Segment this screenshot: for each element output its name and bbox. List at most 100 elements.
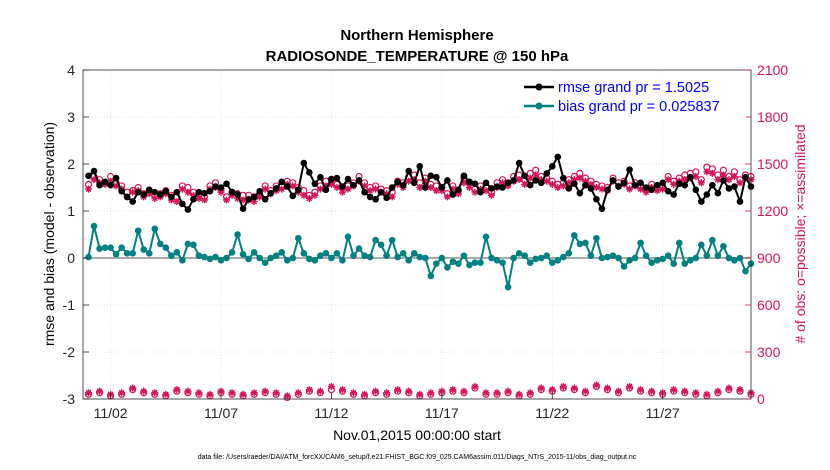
bias-point xyxy=(532,255,539,263)
bias-point xyxy=(96,245,103,252)
bias-point xyxy=(537,254,545,262)
obs-assimilated-marker xyxy=(438,387,446,395)
obs-assimilated-marker xyxy=(548,180,556,188)
bias-point xyxy=(173,249,181,256)
rmse-point xyxy=(444,177,451,184)
obs-assimilated-marker xyxy=(416,184,424,191)
rmse-point xyxy=(631,181,639,189)
bias-point xyxy=(604,253,611,261)
obs-assimilated-marker xyxy=(570,176,578,184)
bias-point xyxy=(477,259,484,267)
bias-point xyxy=(129,250,136,257)
obs-assimilated-marker xyxy=(283,392,291,400)
bias-point xyxy=(510,254,517,262)
rmse-point xyxy=(653,181,661,189)
obs-assimilated-marker xyxy=(664,176,672,184)
rmse-point xyxy=(466,178,473,186)
bias-point xyxy=(731,257,738,264)
obs-assimilated-marker xyxy=(482,389,490,397)
rmse-point xyxy=(532,177,539,184)
bias-point xyxy=(609,252,617,259)
rmse-point xyxy=(107,181,114,189)
chart-title: Northern Hemisphere xyxy=(340,27,493,44)
y-axis-label-right: # of obs: o=possible; ×=assimilated xyxy=(792,124,808,343)
bias-point xyxy=(714,252,722,259)
bias-point xyxy=(576,240,584,248)
obs-assimilated-marker xyxy=(460,179,468,187)
obs-assimilated-marker xyxy=(383,389,391,397)
bias-point xyxy=(488,254,495,262)
obs-assimilated-marker xyxy=(173,386,181,394)
bias-point xyxy=(322,250,330,257)
obs-assimilated-marker xyxy=(526,174,534,182)
rmse-point xyxy=(145,186,153,194)
y-tick-label-left: -1 xyxy=(63,297,76,313)
y-tick-label-right: 2100 xyxy=(757,62,788,78)
bias-point xyxy=(355,245,363,252)
rmse-point xyxy=(499,184,506,191)
rmse-point xyxy=(101,178,109,186)
bias-point xyxy=(515,250,523,257)
obs-assimilated-marker xyxy=(499,179,507,187)
y-tick-label-right: 1500 xyxy=(757,156,788,172)
obs-assimilated-marker xyxy=(327,382,335,390)
bias-point xyxy=(300,250,308,257)
obs-assimilated-marker xyxy=(648,387,656,395)
obs-assimilated-marker xyxy=(184,188,192,196)
obs-assimilated-marker xyxy=(350,389,358,397)
rmse-point xyxy=(405,167,413,175)
obs-assimilated-marker xyxy=(449,386,457,394)
rmse-point xyxy=(698,198,705,205)
obs-assimilated-marker xyxy=(300,191,308,199)
rmse-point xyxy=(714,189,722,197)
bias-point xyxy=(521,252,528,259)
rmse-point xyxy=(620,179,628,187)
bias-point xyxy=(670,260,678,267)
rmse-point xyxy=(162,187,170,195)
rmse-point xyxy=(587,185,595,192)
bias-point xyxy=(156,240,164,248)
rmse-point xyxy=(245,195,252,203)
obs-assimilated-marker xyxy=(581,177,589,185)
obs-assimilated-marker xyxy=(217,387,225,395)
obs-assimilated-marker xyxy=(482,187,490,195)
rmse-point xyxy=(195,188,203,196)
rmse-point xyxy=(460,172,468,180)
obs-assimilated-marker xyxy=(465,184,473,191)
x-tick-label: 11/17 xyxy=(425,405,459,421)
bias-point xyxy=(709,236,716,244)
rmse-point xyxy=(482,179,490,187)
rmse-point xyxy=(344,175,352,183)
obs-assimilated-marker xyxy=(129,384,137,392)
obs-assimilated-marker xyxy=(195,389,203,397)
bias-point xyxy=(686,257,694,264)
rmse-point xyxy=(675,180,683,188)
obs-assimilated-marker xyxy=(515,390,523,398)
bias-point xyxy=(366,253,374,261)
rmse-point xyxy=(190,195,197,203)
rmse-point xyxy=(554,153,562,161)
bias-point xyxy=(184,240,192,248)
legend-box xyxy=(520,74,746,118)
bias-point xyxy=(190,241,197,249)
rmse-point xyxy=(306,169,313,176)
obs-assimilated-marker xyxy=(388,193,396,201)
rmse-point xyxy=(112,174,120,182)
obs-assimilated-marker xyxy=(736,179,744,187)
obs-assimilated-marker xyxy=(427,389,435,397)
obs-assimilated-marker xyxy=(361,390,369,398)
bias-point xyxy=(631,254,639,262)
obs-assimilated-marker xyxy=(85,185,93,193)
bias-point xyxy=(151,225,159,233)
obs-assimilated-marker xyxy=(85,389,93,397)
bias-point xyxy=(554,257,562,264)
rmse-point xyxy=(212,183,219,190)
rmse-point xyxy=(488,185,495,192)
obs-assimilated-marker xyxy=(250,198,258,206)
obs-assimilated-marker xyxy=(730,173,738,181)
obs-assimilated-marker xyxy=(405,177,413,185)
rmse-point xyxy=(593,195,600,203)
obs-assimilated-marker xyxy=(692,173,700,181)
bias-point xyxy=(736,254,744,262)
